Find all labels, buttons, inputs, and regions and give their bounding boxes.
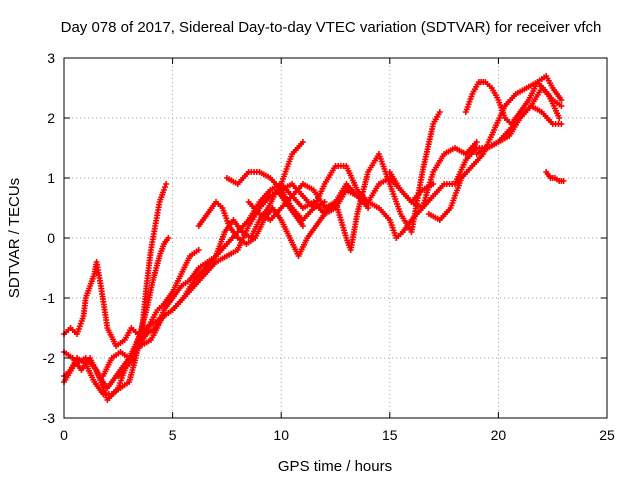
series-sat-o [543,169,567,184]
series-markers-sat-k [386,85,565,211]
y-tick-label: 3 [47,50,55,66]
y-tick-label: -3 [43,410,56,426]
y-tick-label: 1 [47,170,55,186]
x-tick-label: 15 [382,427,398,443]
series-sat-f [115,187,306,379]
y-tick-label: -2 [43,350,56,366]
axis-ticks: 0 5 10 15 20 25 -3 -2 -1 0 1 2 3 [43,50,615,443]
x-tick-label: 0 [60,427,68,443]
y-tick-label: -1 [43,290,56,306]
series-sat-m [462,73,565,127]
series-markers-sat-m [462,73,565,127]
series-markers-sat-f [115,187,306,379]
series-markers-sat-o [543,169,567,184]
series-sat-k [386,85,565,211]
x-axis-label: GPS time / hours [278,458,392,475]
chart-title: Day 078 of 2017, Sidereal Day-to-day VTE… [61,19,602,36]
series-markers-sat-n [473,103,565,157]
y-tick-label: 0 [47,230,55,246]
x-tick-label: 20 [491,427,507,443]
series-markers-sat-l [425,79,563,223]
x-tick-label: 25 [599,427,615,443]
x-tick-label: 5 [169,427,177,443]
series-markers-sat-j [278,139,480,241]
series-sat-j [278,139,480,241]
data-series [61,73,567,403]
series-sat-n [473,103,565,157]
x-tick-label: 10 [273,427,289,443]
y-tick-label: 2 [47,110,55,126]
y-axis-label: SDTVAR / TECUs [6,178,23,298]
